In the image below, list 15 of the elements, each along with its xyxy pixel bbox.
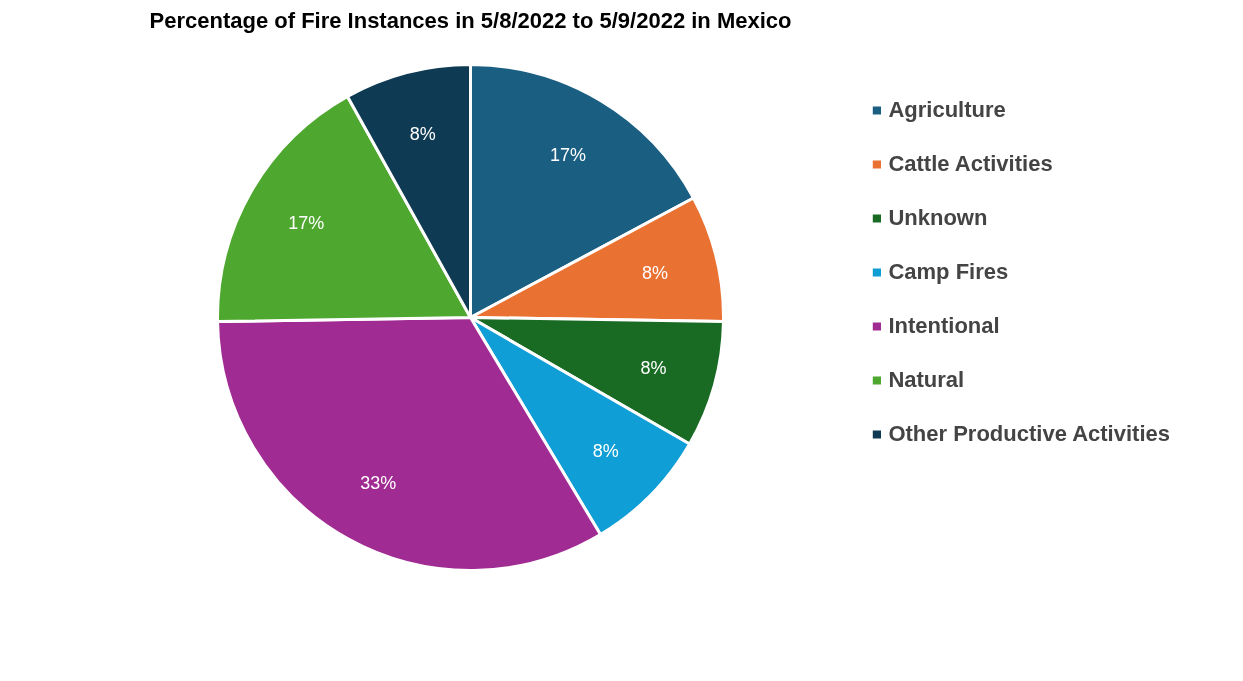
data-label: 33% xyxy=(360,473,397,494)
data-label: 8% xyxy=(641,262,668,283)
chart-title: Percentage of Fire Instances in 5/8/2022 to 5/9/2022 in Mexico xyxy=(149,7,792,33)
legend-label: Cattle Activities xyxy=(888,151,1053,177)
legend-label: Natural xyxy=(888,367,965,393)
legend-label: Intentional xyxy=(888,313,1000,339)
legend-label: Camp Fires xyxy=(888,259,1009,285)
data-label: 8% xyxy=(640,358,667,379)
legend-label: Agriculture xyxy=(888,97,1006,123)
data-label: 8% xyxy=(592,440,619,461)
data-label: 8% xyxy=(409,123,436,144)
legend-label: Other Productive Activities xyxy=(888,421,1170,447)
data-label: 17% xyxy=(549,144,586,165)
legend-label: Unknown xyxy=(888,205,988,231)
data-label: 17% xyxy=(288,212,325,233)
